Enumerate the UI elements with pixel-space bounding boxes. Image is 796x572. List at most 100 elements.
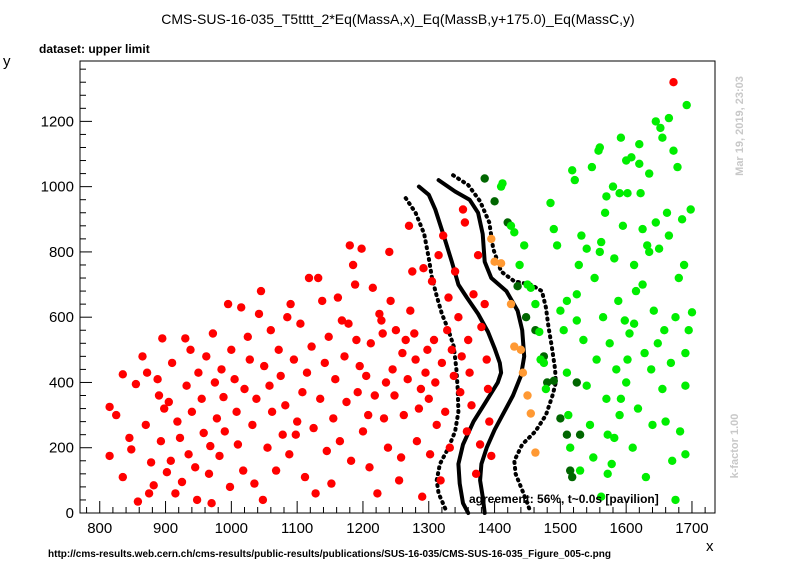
point-allowed	[506, 221, 516, 230]
point-allowed	[647, 365, 656, 374]
point-allowed	[638, 224, 647, 234]
point-excluded	[391, 326, 401, 335]
point-allowed	[615, 410, 624, 420]
point-excluded	[412, 437, 422, 446]
point-excluded	[219, 392, 228, 402]
point-allowed_disagree	[568, 472, 577, 482]
point-excluded_agree	[531, 448, 540, 457]
point-excluded_agree	[490, 257, 499, 266]
point-allowed	[515, 260, 524, 270]
x-tick-label: 1700	[675, 520, 708, 537]
point-allowed	[597, 492, 606, 501]
y-tick-label: 400	[49, 374, 74, 391]
point-excluded	[460, 218, 470, 227]
point-allowed	[673, 162, 682, 172]
point-excluded	[427, 277, 437, 286]
point-excluded	[331, 375, 340, 384]
point-allowed	[552, 241, 562, 250]
point-allowed	[546, 198, 555, 208]
point-excluded	[429, 335, 439, 345]
x-tick-label: 1400	[478, 520, 511, 537]
point-excluded	[304, 273, 314, 283]
point-excluded	[250, 479, 259, 488]
point-excluded_agree	[523, 391, 532, 400]
point-excluded	[450, 267, 460, 276]
point-excluded	[138, 352, 147, 361]
point-excluded	[274, 345, 283, 354]
point-excluded	[465, 368, 474, 377]
point-excluded	[475, 440, 485, 449]
point-excluded	[485, 417, 494, 426]
point-allowed	[582, 381, 591, 390]
point-excluded	[186, 345, 195, 354]
point-allowed_disagree	[513, 282, 522, 291]
point-allowed_disagree	[575, 430, 585, 439]
point-excluded	[141, 420, 150, 430]
point-allowed_disagree	[566, 466, 575, 475]
point-allowed	[600, 208, 610, 217]
point-excluded	[223, 299, 233, 309]
point-allowed	[608, 182, 618, 191]
point-allowed	[671, 313, 680, 322]
point-excluded	[316, 394, 325, 403]
plot-frame	[79, 60, 716, 514]
point-allowed_disagree	[562, 430, 572, 439]
point-allowed	[598, 313, 608, 322]
point-allowed	[658, 384, 667, 394]
y-axis-label: y	[3, 53, 11, 70]
point-allowed	[616, 133, 626, 142]
point-excluded	[164, 397, 173, 407]
point-excluded	[245, 355, 254, 364]
point-excluded	[456, 388, 465, 397]
x-tick-label: 1200	[346, 520, 379, 537]
point-allowed	[661, 417, 670, 426]
point-excluded	[278, 430, 287, 439]
point-excluded	[173, 417, 182, 426]
point-allowed	[620, 316, 629, 325]
point-allowed	[633, 404, 643, 413]
point-excluded	[243, 332, 252, 341]
point-excluded	[199, 428, 208, 438]
point-allowed	[682, 100, 691, 110]
point-excluded	[421, 368, 430, 377]
point-allowed	[539, 358, 549, 368]
x-tick-label: 1600	[609, 520, 642, 537]
point-allowed	[653, 339, 662, 348]
point-excluded	[348, 260, 358, 270]
x-tick-label: 1500	[544, 520, 577, 537]
point-excluded	[263, 443, 272, 452]
point-allowed	[556, 306, 565, 315]
point-excluded	[345, 241, 354, 250]
point-excluded	[381, 378, 391, 387]
point-excluded	[260, 361, 269, 371]
point-allowed	[622, 378, 631, 387]
point-allowed	[669, 146, 678, 155]
point-allowed	[549, 224, 558, 234]
point-allowed_disagree	[572, 378, 581, 387]
point-allowed_disagree	[490, 197, 499, 206]
point-excluded	[248, 420, 257, 430]
point-excluded	[443, 326, 452, 335]
point-excluded	[408, 267, 417, 276]
point-allowed	[616, 394, 626, 403]
point-excluded	[314, 273, 323, 283]
point-allowed	[566, 443, 575, 452]
agreement-label: agreement: 56%, t~0.0s [pavilion]	[469, 492, 659, 506]
point-allowed_disagree	[549, 376, 558, 385]
point-excluded_agree	[516, 345, 526, 354]
point-allowed	[664, 231, 674, 240]
point-allowed	[625, 329, 634, 338]
point-excluded	[230, 375, 239, 384]
point-excluded	[449, 371, 458, 381]
point-excluded	[342, 397, 351, 407]
point-excluded	[352, 335, 361, 345]
point-excluded_agree	[506, 299, 516, 309]
x-axis: 800 900 1000 1100 1200 1300 1400 1500 1600 1700	[86, 501, 709, 537]
dataset-label: dataset: upper limit	[39, 42, 150, 56]
point-excluded	[385, 247, 394, 257]
point-excluded	[437, 358, 447, 368]
x-tick-label: 800	[87, 520, 112, 537]
point-excluded	[373, 489, 382, 498]
point-allowed	[587, 162, 597, 172]
point-allowed	[631, 286, 641, 296]
